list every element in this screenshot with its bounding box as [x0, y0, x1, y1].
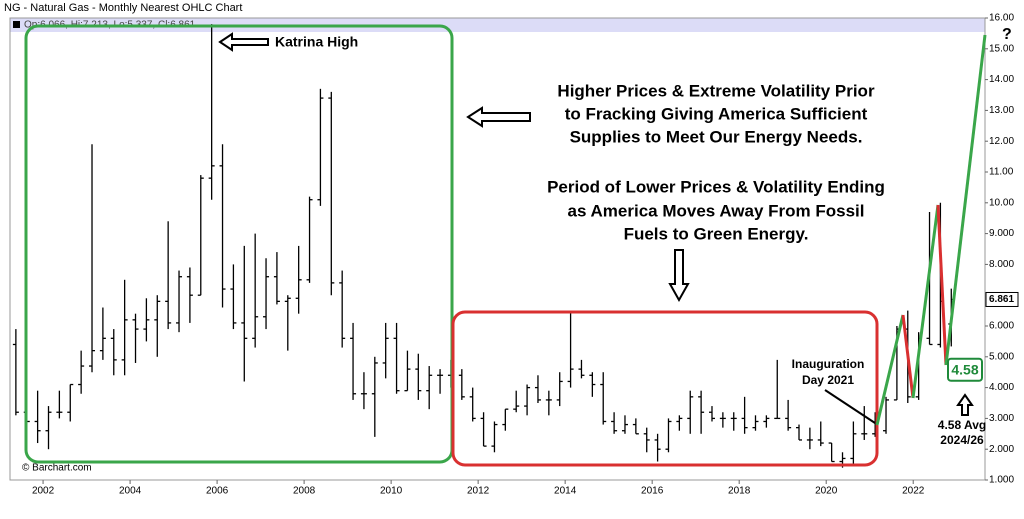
arrow — [668, 249, 690, 303]
x-tick-label: 2004 — [119, 486, 142, 497]
trend-line — [911, 204, 940, 399]
y-tick-label: 4.000 — [989, 382, 1014, 393]
avg-box — [947, 357, 983, 382]
x-tick-label: 2002 — [32, 486, 55, 497]
x-tick-label: 2022 — [902, 486, 925, 497]
trend-line — [901, 314, 915, 399]
x-tick-label: 2010 — [380, 486, 403, 497]
y-tick-label: 6.000 — [989, 321, 1014, 332]
y-tick-label: 16.00 — [989, 13, 1014, 24]
y-tick-label: 2.000 — [989, 444, 1014, 455]
annotation: Inauguration — [792, 357, 865, 371]
header-band — [10, 18, 985, 32]
x-tick-label: 2016 — [641, 486, 664, 497]
annotation: Day 2021 — [802, 373, 854, 387]
annotation: Katrina High — [275, 34, 358, 50]
annotation: Fuels to Green Energy. — [624, 224, 809, 243]
annotation: Higher Prices & Extreme Volatility Prior — [557, 81, 875, 100]
y-tick-label: 5.000 — [989, 351, 1014, 362]
y-tick-label: 1.000 — [989, 475, 1014, 486]
last-price-label: 6.861 — [989, 294, 1014, 305]
green-box — [24, 24, 454, 464]
plot-frame — [9, 17, 986, 481]
chart-title: NG - Natural Gas - Monthly Nearest OHLC … — [4, 2, 242, 14]
red-box — [451, 310, 879, 467]
trend-line — [936, 204, 948, 366]
x-tick-label: 2014 — [554, 486, 577, 497]
y-tick-label: 9.000 — [989, 228, 1014, 239]
annotation: ? — [1002, 26, 1012, 43]
avg-label: 4.58 — [951, 361, 978, 377]
x-tick-label: 2018 — [728, 486, 751, 497]
y-tick-label: 15.00 — [989, 43, 1014, 54]
annotation: 2024/26 — [940, 433, 984, 447]
y-tick-label: 12.00 — [989, 136, 1014, 147]
annotation: 4.58 Avg — [938, 418, 986, 432]
y-tick-label: 14.00 — [989, 74, 1014, 85]
pointer-line — [824, 389, 876, 424]
annotation: Supplies to Meet Our Energy Needs. — [570, 127, 863, 146]
trend-line — [875, 314, 905, 426]
arrow — [466, 106, 531, 128]
y-tick-label: 11.00 — [989, 167, 1014, 178]
x-tick-label: 2020 — [815, 486, 838, 497]
x-tick-label: 2012 — [467, 486, 490, 497]
source: © Barchart.com — [22, 463, 92, 474]
last-price-box — [985, 291, 1019, 307]
annotation: to Fracking Giving America Sufficient — [565, 104, 868, 123]
y-tick-label: 10.00 — [989, 197, 1014, 208]
trend-line — [944, 34, 987, 366]
annotation: Period of Lower Prices & Volatility Endi… — [547, 177, 885, 196]
legend-swatch — [13, 21, 20, 28]
y-tick-label: 3.000 — [989, 413, 1014, 424]
x-tick-label: 2006 — [206, 486, 229, 497]
arrow — [956, 393, 974, 416]
bars — [12, 24, 955, 468]
y-tick-label: 13.00 — [989, 105, 1014, 116]
arrow — [218, 32, 269, 52]
annotation: as America Moves Away From Fossil — [568, 201, 865, 220]
y-tick-label: 8.000 — [989, 259, 1014, 270]
x-tick-label: 2008 — [293, 486, 316, 497]
